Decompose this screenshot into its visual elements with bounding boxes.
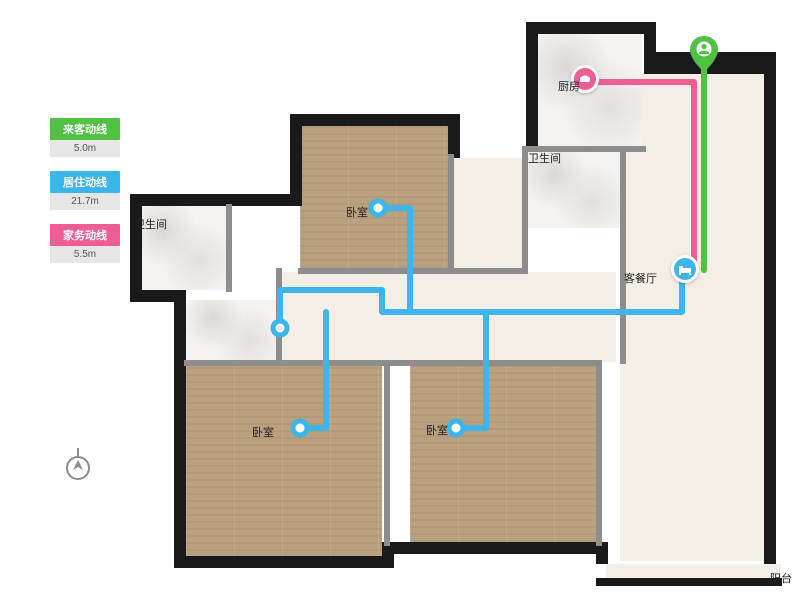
legend-live-label: 居住动线 [50, 171, 120, 193]
flow-live-path [300, 312, 326, 428]
label-bed-bl: 卧室 [252, 424, 274, 440]
circulation-overlay [130, 18, 790, 590]
floor-plan: 厨房 卫生间 客餐厅 卧室 卫生间 卧室 卧室 阳台 [130, 18, 790, 590]
legend: 来客动线 5.0m 居住动线 21.7m 家务动线 5.5m [50, 118, 120, 277]
legend-chore-value: 5.5m [50, 246, 120, 263]
flow-live-path [280, 266, 682, 328]
label-bath1: 卫生间 [134, 216, 167, 232]
legend-guest-label: 来客动线 [50, 118, 120, 140]
legend-item-chore: 家务动线 5.5m [50, 224, 120, 263]
flow-end-node [293, 421, 307, 435]
flow-end-node [371, 201, 385, 215]
entry-pin-icon [690, 36, 718, 72]
flow-live-path [456, 312, 486, 428]
legend-chore-label: 家务动线 [50, 224, 120, 246]
label-living: 客餐厅 [624, 270, 657, 286]
legend-item-guest: 来客动线 5.0m [50, 118, 120, 157]
legend-guest-value: 5.0m [50, 140, 120, 157]
compass-icon [64, 448, 92, 487]
label-bed-top: 卧室 [346, 204, 368, 220]
bed-node-icon [671, 255, 699, 283]
label-kitchen: 厨房 [558, 78, 580, 94]
flow-end-node [273, 321, 287, 335]
label-balcony: 阳台 [770, 570, 792, 586]
label-bath2: 卫生间 [528, 150, 561, 166]
legend-live-value: 21.7m [50, 193, 120, 210]
flow-chore-path [585, 82, 694, 270]
flow-end-node [449, 421, 463, 435]
legend-item-live: 居住动线 21.7m [50, 171, 120, 210]
label-bed-br: 卧室 [426, 422, 448, 438]
